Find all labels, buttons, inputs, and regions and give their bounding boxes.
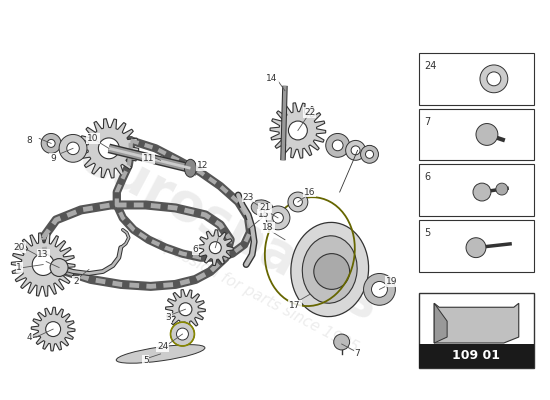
Text: 6: 6 xyxy=(424,172,430,182)
Text: 12: 12 xyxy=(197,161,208,170)
Circle shape xyxy=(46,322,60,336)
Circle shape xyxy=(50,258,68,276)
Text: 7: 7 xyxy=(424,116,431,126)
Circle shape xyxy=(170,322,194,346)
Text: 14: 14 xyxy=(266,74,278,83)
Text: 11: 11 xyxy=(143,154,155,163)
Circle shape xyxy=(266,206,290,230)
Polygon shape xyxy=(166,290,205,329)
Text: 5: 5 xyxy=(424,228,431,238)
Circle shape xyxy=(361,145,378,163)
Circle shape xyxy=(41,134,61,153)
Circle shape xyxy=(314,254,350,289)
FancyBboxPatch shape xyxy=(419,53,534,105)
Ellipse shape xyxy=(116,345,205,363)
Circle shape xyxy=(364,274,395,305)
Text: 13: 13 xyxy=(37,250,49,259)
Polygon shape xyxy=(197,230,233,266)
Text: 24: 24 xyxy=(424,61,437,71)
Text: 10: 10 xyxy=(87,134,98,143)
Polygon shape xyxy=(270,103,326,158)
Circle shape xyxy=(476,124,498,145)
Text: 20: 20 xyxy=(14,243,25,252)
Text: a passion for parts since 1985: a passion for parts since 1985 xyxy=(150,234,361,355)
Circle shape xyxy=(473,183,491,201)
Text: 17: 17 xyxy=(289,301,301,310)
Text: 4: 4 xyxy=(26,332,32,342)
Polygon shape xyxy=(31,307,75,351)
Circle shape xyxy=(334,334,350,350)
Ellipse shape xyxy=(184,159,196,177)
Circle shape xyxy=(496,183,508,195)
Circle shape xyxy=(288,192,308,212)
Circle shape xyxy=(288,121,307,140)
Text: 1: 1 xyxy=(16,263,22,272)
Text: 109 01: 109 01 xyxy=(453,350,500,362)
Circle shape xyxy=(179,303,192,316)
Circle shape xyxy=(293,198,303,206)
FancyBboxPatch shape xyxy=(419,164,534,216)
Text: 24: 24 xyxy=(157,342,168,352)
Circle shape xyxy=(47,140,55,147)
Circle shape xyxy=(32,254,54,276)
Text: 19: 19 xyxy=(386,277,397,286)
Bar xyxy=(419,344,534,368)
Circle shape xyxy=(487,72,501,86)
Text: 16: 16 xyxy=(304,188,316,196)
Circle shape xyxy=(59,134,87,162)
Text: 2: 2 xyxy=(73,277,79,286)
Circle shape xyxy=(371,282,387,297)
Polygon shape xyxy=(79,119,139,178)
Text: 15: 15 xyxy=(258,210,270,219)
Circle shape xyxy=(273,212,283,223)
FancyBboxPatch shape xyxy=(419,109,534,160)
Circle shape xyxy=(332,140,343,151)
Text: 7: 7 xyxy=(355,350,360,358)
Text: 21: 21 xyxy=(260,204,271,212)
Polygon shape xyxy=(434,303,447,343)
Text: 6: 6 xyxy=(192,245,199,254)
Ellipse shape xyxy=(302,236,357,303)
Circle shape xyxy=(480,65,508,93)
Circle shape xyxy=(210,242,221,254)
Polygon shape xyxy=(12,233,75,296)
FancyBboxPatch shape xyxy=(419,293,534,368)
Ellipse shape xyxy=(251,200,273,216)
Text: 9: 9 xyxy=(50,154,56,163)
Text: eurospares: eurospares xyxy=(71,129,389,331)
Text: 22: 22 xyxy=(304,108,316,117)
Circle shape xyxy=(98,138,119,159)
Text: 8: 8 xyxy=(26,136,32,145)
Circle shape xyxy=(326,134,350,157)
Text: 23: 23 xyxy=(243,192,254,202)
Circle shape xyxy=(351,146,360,155)
Circle shape xyxy=(67,142,79,155)
Text: 3: 3 xyxy=(166,313,172,322)
Circle shape xyxy=(466,238,486,258)
Text: 5: 5 xyxy=(143,356,148,365)
FancyBboxPatch shape xyxy=(419,220,534,272)
Ellipse shape xyxy=(291,222,368,317)
Text: 18: 18 xyxy=(262,223,274,232)
Circle shape xyxy=(345,140,366,160)
Circle shape xyxy=(366,150,373,158)
Polygon shape xyxy=(434,303,519,343)
Circle shape xyxy=(177,328,189,340)
